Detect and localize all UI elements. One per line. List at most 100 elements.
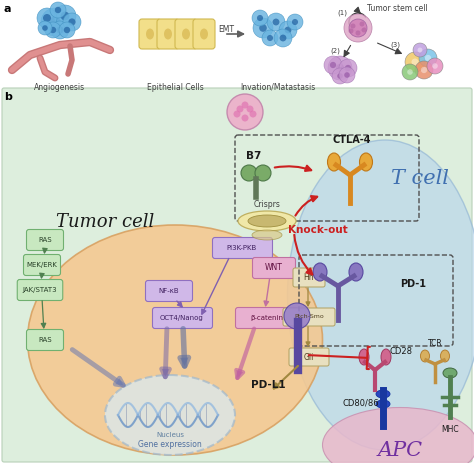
- Circle shape: [253, 18, 273, 38]
- Text: Knock-out: Knock-out: [288, 225, 348, 235]
- Circle shape: [402, 64, 418, 80]
- Circle shape: [332, 68, 348, 84]
- Circle shape: [418, 48, 422, 52]
- Circle shape: [411, 58, 419, 65]
- Circle shape: [49, 16, 61, 28]
- Circle shape: [255, 165, 271, 181]
- Text: MHC: MHC: [441, 425, 459, 434]
- Circle shape: [267, 13, 285, 31]
- Text: Gli: Gli: [304, 352, 314, 362]
- FancyBboxPatch shape: [139, 19, 161, 49]
- Circle shape: [37, 8, 57, 28]
- Text: CD28: CD28: [390, 348, 413, 357]
- Circle shape: [348, 29, 354, 33]
- Text: B7: B7: [246, 151, 262, 161]
- Circle shape: [279, 21, 297, 39]
- Circle shape: [328, 56, 352, 80]
- Circle shape: [257, 15, 263, 21]
- Ellipse shape: [238, 211, 296, 231]
- Text: T cell: T cell: [391, 169, 449, 188]
- FancyBboxPatch shape: [293, 268, 325, 287]
- Text: (3): (3): [390, 42, 400, 49]
- Circle shape: [273, 19, 279, 25]
- Circle shape: [61, 12, 69, 20]
- Circle shape: [359, 21, 365, 26]
- Circle shape: [249, 111, 256, 118]
- Circle shape: [38, 21, 52, 35]
- Ellipse shape: [182, 29, 190, 39]
- FancyBboxPatch shape: [253, 257, 295, 279]
- Ellipse shape: [105, 375, 235, 455]
- Ellipse shape: [440, 350, 449, 362]
- FancyBboxPatch shape: [289, 348, 329, 366]
- FancyBboxPatch shape: [153, 307, 212, 329]
- Text: Tumor cell: Tumor cell: [56, 213, 154, 231]
- FancyBboxPatch shape: [283, 308, 335, 326]
- Ellipse shape: [443, 368, 457, 378]
- Text: CTLA-4: CTLA-4: [333, 135, 371, 145]
- Circle shape: [407, 69, 413, 75]
- Text: Angiogenesis: Angiogenesis: [35, 83, 86, 92]
- Text: APC: APC: [377, 440, 422, 459]
- Circle shape: [350, 24, 356, 29]
- Circle shape: [241, 114, 248, 121]
- Ellipse shape: [288, 140, 474, 450]
- Circle shape: [237, 106, 244, 113]
- Text: Invation/Matastasis: Invation/Matastasis: [240, 83, 316, 92]
- FancyBboxPatch shape: [27, 330, 64, 350]
- Circle shape: [413, 43, 427, 57]
- Circle shape: [287, 14, 303, 30]
- Text: RAS: RAS: [38, 237, 52, 243]
- Text: Nucleus: Nucleus: [156, 432, 184, 438]
- Circle shape: [419, 49, 437, 67]
- Circle shape: [54, 5, 76, 27]
- Text: a: a: [4, 4, 11, 14]
- FancyBboxPatch shape: [175, 19, 197, 49]
- Circle shape: [43, 14, 51, 22]
- FancyBboxPatch shape: [236, 307, 299, 329]
- Text: (2): (2): [330, 47, 340, 54]
- Circle shape: [356, 31, 361, 36]
- FancyBboxPatch shape: [193, 19, 215, 49]
- Text: Ptch-Smo: Ptch-Smo: [294, 314, 324, 319]
- Circle shape: [421, 67, 427, 73]
- FancyBboxPatch shape: [17, 280, 63, 300]
- Circle shape: [227, 94, 263, 130]
- Text: RAS: RAS: [38, 337, 52, 343]
- Ellipse shape: [381, 349, 391, 365]
- FancyBboxPatch shape: [157, 19, 179, 49]
- Circle shape: [432, 63, 438, 69]
- Circle shape: [68, 19, 75, 25]
- Circle shape: [50, 2, 66, 18]
- Circle shape: [234, 111, 240, 118]
- Text: Crisprs: Crisprs: [254, 200, 281, 209]
- Text: OCT4/Nanog: OCT4/Nanog: [160, 315, 204, 321]
- Circle shape: [56, 26, 64, 34]
- Circle shape: [50, 27, 56, 33]
- Circle shape: [405, 52, 425, 72]
- Ellipse shape: [359, 349, 369, 365]
- Circle shape: [42, 25, 48, 31]
- Circle shape: [274, 29, 292, 47]
- Circle shape: [59, 22, 75, 38]
- Circle shape: [241, 165, 257, 181]
- Circle shape: [63, 13, 81, 31]
- Text: β-catenin: β-catenin: [250, 315, 283, 321]
- Text: Epithelial Cells: Epithelial Cells: [146, 83, 203, 92]
- Circle shape: [51, 21, 69, 39]
- Ellipse shape: [376, 400, 390, 408]
- Ellipse shape: [313, 263, 327, 281]
- Ellipse shape: [200, 29, 208, 39]
- Text: PD-1: PD-1: [400, 279, 426, 289]
- Circle shape: [415, 61, 433, 79]
- Circle shape: [344, 14, 372, 42]
- Circle shape: [427, 58, 443, 74]
- Circle shape: [55, 7, 61, 13]
- Ellipse shape: [420, 350, 429, 362]
- Circle shape: [284, 26, 292, 33]
- Circle shape: [339, 59, 357, 77]
- Ellipse shape: [376, 390, 390, 398]
- Text: Tumor stem cell: Tumor stem cell: [367, 4, 428, 13]
- Ellipse shape: [359, 153, 373, 171]
- Text: NF-κB: NF-κB: [159, 288, 179, 294]
